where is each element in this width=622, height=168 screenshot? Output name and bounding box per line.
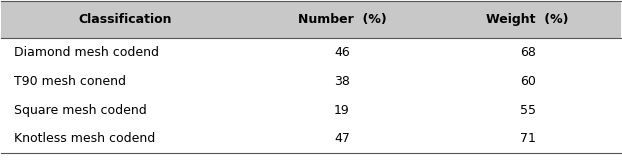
Text: T90 mesh conend: T90 mesh conend — [14, 75, 126, 88]
Text: 68: 68 — [520, 46, 536, 59]
Text: Knotless mesh codend: Knotless mesh codend — [14, 132, 155, 145]
Text: Weight  (%): Weight (%) — [486, 13, 569, 26]
Text: Square mesh codend: Square mesh codend — [14, 103, 147, 117]
Text: 38: 38 — [334, 75, 350, 88]
Bar — [1, 1, 621, 38]
Text: 71: 71 — [520, 132, 536, 145]
Text: 19: 19 — [334, 103, 350, 117]
Text: 46: 46 — [334, 46, 350, 59]
Text: 47: 47 — [334, 132, 350, 145]
Text: Classification: Classification — [78, 13, 172, 26]
Text: Diamond mesh codend: Diamond mesh codend — [14, 46, 159, 59]
Text: 60: 60 — [520, 75, 536, 88]
Text: 55: 55 — [520, 103, 536, 117]
Text: Number  (%): Number (%) — [297, 13, 386, 26]
